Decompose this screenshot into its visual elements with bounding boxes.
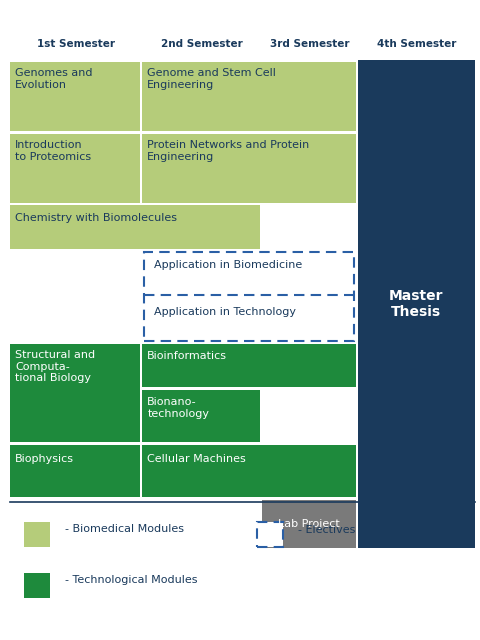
Text: Protein Networks and Protein
Engineering: Protein Networks and Protein Engineering — [147, 140, 310, 162]
Bar — [24, 522, 50, 547]
Text: - Technological Modules: - Technological Modules — [65, 575, 197, 586]
Text: Master
Thesis: Master Thesis — [389, 289, 444, 319]
Text: Introduction
to Proteomics: Introduction to Proteomics — [15, 140, 92, 162]
Text: Application in Technology: Application in Technology — [154, 307, 296, 317]
Bar — [10, 62, 140, 131]
Bar — [257, 522, 283, 547]
Text: Genomes and
Evolution: Genomes and Evolution — [15, 68, 93, 90]
Text: - Electives (Choose One): - Electives (Choose One) — [298, 524, 434, 534]
Text: 4th Semester: 4th Semester — [377, 39, 456, 49]
Bar — [142, 344, 356, 387]
Bar — [144, 252, 354, 341]
Bar — [10, 344, 140, 442]
Bar — [142, 134, 356, 203]
Bar — [10, 205, 260, 249]
Bar — [262, 500, 356, 548]
Bar — [142, 62, 356, 131]
Text: Genome and Stem Cell
Engineering: Genome and Stem Cell Engineering — [147, 68, 276, 90]
Bar — [24, 573, 50, 598]
Text: - Biomedical Modules: - Biomedical Modules — [65, 524, 184, 534]
Bar — [142, 445, 356, 497]
Text: Biophysics: Biophysics — [15, 454, 74, 464]
Text: 1st Semester: 1st Semester — [36, 39, 115, 49]
Text: Cellular Machines: Cellular Machines — [147, 454, 246, 464]
Text: Bionano-
technology: Bionano- technology — [147, 397, 209, 419]
Bar — [358, 60, 475, 548]
Text: Bioinformatics: Bioinformatics — [147, 351, 228, 362]
Bar — [10, 445, 140, 497]
Text: Structural and
Computa-
tional Biology: Structural and Computa- tional Biology — [15, 350, 96, 383]
Text: Lab Project: Lab Project — [278, 519, 339, 529]
Bar — [142, 390, 260, 442]
Text: 3rd Semester: 3rd Semester — [270, 39, 349, 49]
Text: 2nd Semester: 2nd Semester — [161, 39, 242, 49]
Text: Application in Biomedicine: Application in Biomedicine — [154, 260, 302, 271]
Text: Chemistry with Biomolecules: Chemistry with Biomolecules — [15, 213, 178, 223]
Bar — [10, 134, 140, 203]
